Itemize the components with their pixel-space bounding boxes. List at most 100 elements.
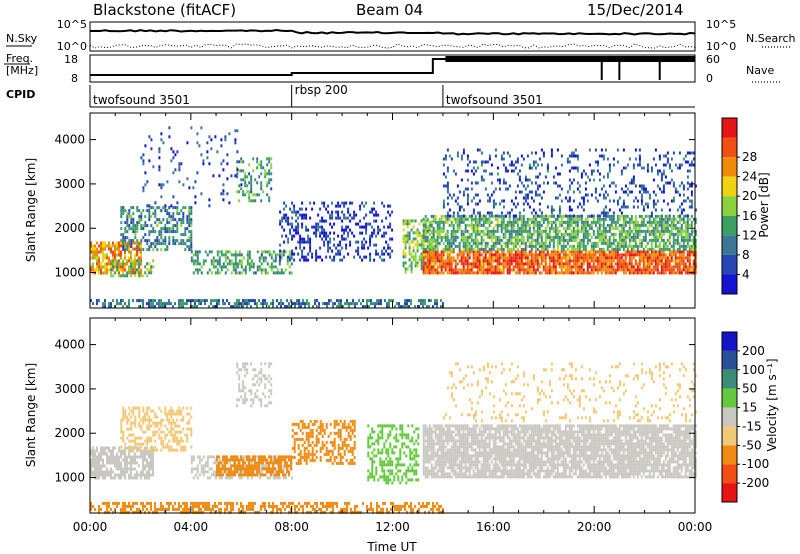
heatmap-cell [612, 238, 615, 242]
heatmap-cell [502, 250, 505, 254]
heatmap-cell [368, 305, 370, 309]
heatmap-cell [568, 256, 571, 260]
heatmap-cell [528, 265, 531, 269]
heatmap-cell [150, 448, 153, 452]
heatmap-cell [676, 235, 679, 239]
heatmap-cell [90, 458, 92, 462]
heatmap-cell [152, 455, 154, 459]
heatmap-cell [146, 406, 149, 410]
heatmap-cell [428, 247, 431, 251]
heatmap-cell [558, 184, 561, 188]
heatmap-cell [148, 206, 151, 210]
heatmap-cell [572, 151, 575, 155]
heatmap-cell [560, 271, 563, 275]
heatmap-cell [510, 241, 513, 245]
heatmap-cell [188, 215, 191, 219]
heatmap-cell [234, 141, 237, 145]
heatmap-cell [520, 247, 523, 251]
heatmap-cell [176, 230, 179, 234]
heatmap-cell [680, 181, 683, 185]
heatmap-cell [154, 439, 157, 443]
heatmap-cell [528, 166, 531, 170]
heatmap-cell [456, 154, 459, 158]
heatmap-cell [572, 235, 575, 239]
heatmap-cell [252, 271, 255, 275]
heatmap-cell [462, 217, 465, 221]
heatmap-cell [532, 265, 535, 269]
heatmap-cell [514, 232, 517, 236]
heatmap-cell [430, 229, 433, 233]
heatmap-cell [482, 262, 485, 266]
heatmap-cell [462, 151, 465, 155]
heatmap-cell [152, 206, 155, 210]
heatmap-cell [309, 201, 312, 205]
heatmap-cell [98, 473, 100, 477]
heatmap-cell [562, 220, 565, 224]
heatmap-cell [104, 449, 106, 453]
heatmap-cell [318, 302, 320, 306]
heatmap-cell [290, 271, 293, 275]
heatmap-cell [570, 238, 573, 242]
heatmap-cell [246, 259, 249, 263]
heatmap-cell [508, 241, 511, 245]
heatmap-cell [305, 216, 308, 220]
heatmap-cell [335, 216, 338, 220]
heatmap-cell [180, 233, 183, 237]
heatmap-cell [500, 214, 503, 218]
heatmap-cell [428, 244, 431, 248]
heatmap-cell [468, 241, 471, 245]
heatmap-cell [574, 259, 577, 263]
heatmap-cell [146, 427, 149, 431]
heatmap-cell [126, 245, 129, 249]
heatmap-cell [287, 240, 290, 244]
heatmap-cell [184, 227, 187, 231]
heatmap-cell [582, 256, 585, 260]
heatmap-cell [462, 148, 465, 152]
heatmap-cell [594, 244, 597, 248]
heatmap-cell [426, 250, 429, 254]
heatmap-cell [291, 216, 294, 220]
heatmap-cell [514, 262, 517, 266]
heatmap-cell [162, 183, 165, 187]
heatmap-cell [664, 262, 667, 266]
heatmap-cell [576, 166, 579, 170]
heatmap-cell [578, 229, 581, 233]
heatmap-cell [430, 223, 433, 227]
heatmap-cell [636, 253, 639, 257]
heatmap-cell [347, 234, 350, 238]
heatmap-cell [476, 217, 479, 221]
heatmap-cell [144, 271, 147, 275]
heatmap-cell [108, 247, 110, 251]
heatmap-cell [270, 178, 273, 182]
heatmap-cell [166, 212, 169, 216]
heatmap-cell [592, 262, 595, 266]
heatmap-cell [434, 214, 437, 218]
heatmap-cell [536, 232, 539, 236]
heatmap-cell [510, 256, 513, 260]
heatmap-cell [654, 217, 657, 221]
heatmap-cell [510, 238, 513, 242]
heatmap-cell [664, 268, 667, 272]
heatmap-cell [172, 239, 175, 243]
heatmap-cell [498, 235, 501, 239]
heatmap-cell [156, 424, 159, 428]
heatmap-cell [182, 239, 185, 243]
heatmap-cell [106, 473, 108, 477]
heatmap-cell [452, 169, 455, 173]
heatmap-cell [598, 256, 601, 260]
heatmap-cell [498, 265, 501, 269]
heatmap-cell [120, 302, 122, 306]
heatmap-cell [512, 241, 515, 245]
heatmap-cell [212, 259, 215, 263]
heatmap-cell [148, 204, 151, 208]
heatmap-cell [234, 253, 237, 257]
heatmap-cell [176, 206, 179, 210]
heatmap-cell [272, 302, 274, 306]
heatmap-cell [282, 253, 285, 257]
heatmap-cell [518, 262, 521, 266]
heatmap-cell [656, 235, 659, 239]
heatmap-cell [650, 241, 653, 245]
heatmap-cell [94, 244, 96, 248]
heatmap-cell [622, 214, 625, 218]
heatmap-cell [480, 262, 483, 266]
